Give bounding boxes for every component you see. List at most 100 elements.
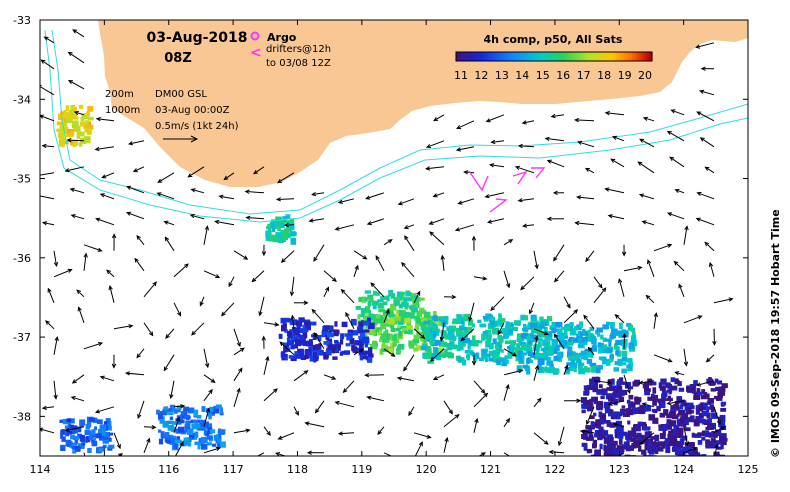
sst-pixel — [68, 113, 74, 118]
sst-pixel — [408, 329, 413, 335]
current-vector — [95, 116, 115, 122]
sst-pixel — [198, 438, 204, 444]
sst-pixel — [434, 340, 441, 346]
colorbar-cell — [472, 52, 477, 61]
sst-pixel — [463, 314, 470, 321]
sst-pixel — [403, 297, 407, 303]
sst-pixel — [592, 386, 598, 393]
sst-pixel — [486, 334, 492, 338]
sst-pixel — [373, 319, 377, 325]
current-vector — [233, 250, 249, 260]
sst-pixel — [538, 363, 542, 370]
current-vector — [440, 254, 445, 271]
current-vector — [674, 371, 685, 376]
sst-pixel — [510, 342, 515, 348]
current-vector — [70, 214, 85, 220]
current-vector — [471, 354, 477, 366]
current-vector — [713, 406, 721, 426]
sst-pixel — [615, 350, 619, 356]
sst-pixel — [367, 353, 374, 358]
sst-pixel — [95, 433, 103, 439]
sst-pixel — [659, 385, 666, 391]
sst-pixel — [471, 335, 476, 341]
current-vector — [383, 348, 396, 357]
sst-pixel — [182, 440, 189, 446]
colorbar-tick-label: 20 — [638, 69, 652, 82]
sst-pixel — [544, 344, 551, 351]
sst-pixel — [621, 368, 627, 374]
colorbar-cell — [606, 52, 611, 61]
sst-pixel — [691, 405, 695, 410]
current-vector — [618, 278, 625, 297]
sst-pixel — [647, 446, 653, 453]
sst-pixel — [701, 410, 708, 417]
current-vector — [674, 188, 685, 194]
sst-pixel — [390, 328, 396, 333]
sst-pixel — [293, 327, 300, 335]
current-vector — [69, 187, 85, 194]
sst-pixel — [286, 224, 293, 231]
sst-pixel — [318, 343, 322, 350]
current-vector — [228, 276, 235, 288]
current-vector — [604, 187, 625, 194]
current-vector — [308, 218, 325, 223]
current-vector — [700, 66, 715, 71]
sst-pixel — [298, 317, 305, 323]
sst-pixel — [625, 446, 631, 452]
sst-pixel — [718, 391, 726, 396]
sst-pixel — [665, 446, 671, 454]
sst-pixel — [59, 126, 65, 130]
sst-pixel — [608, 413, 613, 417]
sst-pixel — [654, 434, 660, 442]
current-vector — [233, 387, 241, 407]
sst-pixel — [65, 430, 70, 437]
current-vector — [190, 188, 205, 194]
colorbar-cell — [616, 52, 620, 61]
sst-pixel — [390, 293, 396, 299]
sst-pixel — [492, 338, 497, 345]
current-vector — [83, 342, 104, 350]
sst-pixel — [482, 315, 489, 320]
sst-pixel — [471, 351, 475, 357]
current-vector — [279, 341, 295, 356]
sst-pixel — [621, 405, 626, 409]
colorbar-cell — [511, 52, 516, 61]
sst-pixel — [219, 429, 226, 435]
colorbar-cell — [514, 52, 519, 61]
current-vector — [64, 426, 85, 432]
sst-pixel — [547, 331, 552, 337]
sst-pixel — [570, 362, 577, 368]
sst-pixel — [720, 401, 727, 406]
sst-pixel — [631, 328, 635, 333]
sst-pixel — [302, 332, 308, 339]
sst-pixel — [75, 116, 79, 120]
current-vector — [585, 250, 595, 263]
sst-pixel — [559, 342, 565, 348]
sst-pixel — [603, 444, 607, 452]
sst-pixel — [605, 348, 613, 354]
sst-pixel — [664, 438, 672, 443]
current-vector — [383, 452, 393, 456]
sst-pixel — [78, 104, 84, 110]
sst-pixel — [381, 344, 387, 349]
sst-pixel — [589, 415, 595, 420]
current-vector — [408, 406, 415, 417]
sst-pixel — [551, 327, 556, 334]
sst-pixel — [363, 350, 369, 355]
current-vector — [622, 332, 627, 349]
sst-pixel — [86, 421, 92, 428]
sst-pixel — [429, 332, 434, 340]
colorbar-cell — [612, 52, 617, 61]
sst-pixel — [532, 352, 539, 357]
sst-pixel — [526, 357, 531, 364]
sst-pixel — [546, 362, 551, 366]
current-vector — [593, 380, 612, 385]
sst-pixel — [686, 446, 693, 454]
sst-pixel — [495, 321, 502, 326]
sst-pixel — [91, 440, 98, 447]
current-vector — [370, 282, 385, 298]
current-vector — [277, 432, 295, 440]
current-vector — [73, 110, 85, 116]
sst-pixel — [69, 428, 76, 433]
sst-pixel — [323, 341, 330, 345]
